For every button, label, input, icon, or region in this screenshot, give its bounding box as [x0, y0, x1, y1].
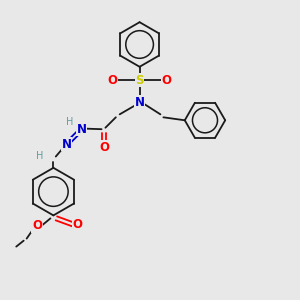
Text: H: H [66, 117, 74, 127]
Text: O: O [108, 74, 118, 87]
Text: O: O [72, 218, 82, 231]
Text: S: S [135, 74, 144, 87]
Text: N: N [76, 123, 87, 136]
Text: N: N [62, 138, 72, 151]
Text: O: O [161, 74, 171, 87]
Text: O: O [32, 219, 42, 232]
Text: O: O [99, 140, 109, 154]
Text: N: N [135, 96, 145, 109]
Text: H: H [36, 151, 44, 161]
